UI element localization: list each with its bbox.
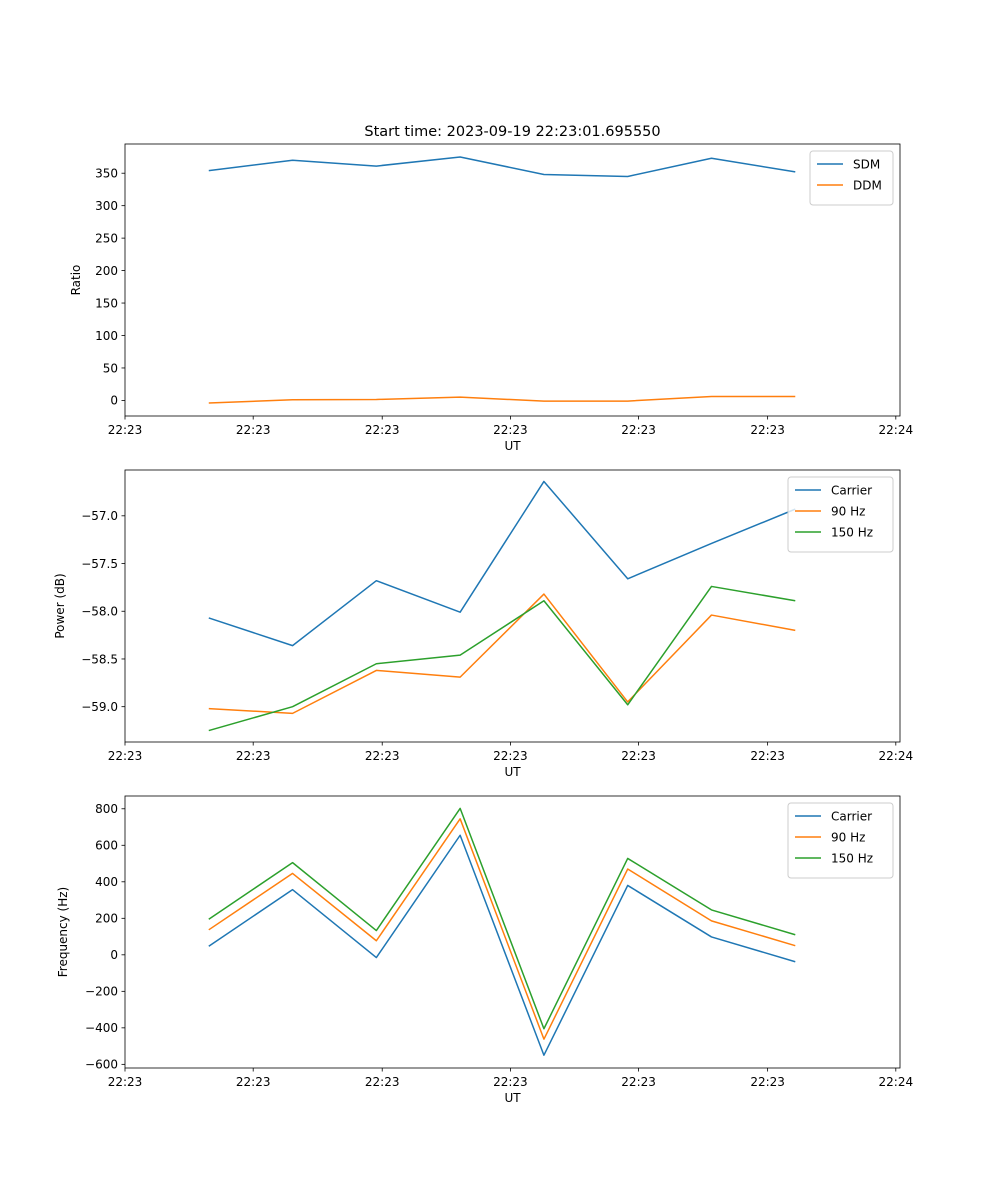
x-tick-label: 22:23 bbox=[236, 1075, 271, 1089]
legend-label: 150 Hz bbox=[831, 852, 873, 866]
y-tick-label: −57.0 bbox=[81, 509, 118, 523]
legend-label: Carrier bbox=[831, 484, 872, 498]
x-tick-label: 22:23 bbox=[365, 423, 400, 437]
y-tick-label: −400 bbox=[85, 1021, 118, 1035]
y-axis-label: Frequency (Hz) bbox=[56, 887, 70, 978]
y-tick-label: −57.5 bbox=[81, 557, 118, 571]
x-tick-label: 22:23 bbox=[493, 423, 528, 437]
y-axis-label: Power (dB) bbox=[53, 573, 67, 638]
y-tick-label: −600 bbox=[85, 1058, 118, 1072]
y-tick-label: 200 bbox=[95, 912, 118, 926]
x-tick-label: 22:23 bbox=[108, 1075, 143, 1089]
series-line-90-hz bbox=[208, 593, 796, 715]
y-tick-label: 300 bbox=[95, 199, 118, 213]
series-line-carrier bbox=[208, 834, 796, 1056]
y-tick-label: 600 bbox=[95, 839, 118, 853]
x-tick-label: 22:23 bbox=[365, 1075, 400, 1089]
y-tick-label: 800 bbox=[95, 802, 118, 816]
legend-label: 90 Hz bbox=[831, 831, 865, 845]
legend-label: 90 Hz bbox=[831, 505, 865, 519]
y-tick-label: 400 bbox=[95, 875, 118, 889]
ratio-panel: 22:23 22:23 22:23 22:23 22:23 22:23 22:24 0 50 10… bbox=[69, 143, 914, 453]
series-line-90-hz bbox=[208, 818, 796, 1040]
x-tick-label: 22:23 bbox=[108, 749, 143, 763]
legend-label: SDM bbox=[853, 158, 880, 172]
plot-frame bbox=[124, 795, 901, 1069]
x-tick-label: 22:23 bbox=[108, 423, 143, 437]
x-tick-label: 22:24 bbox=[879, 1075, 914, 1089]
x-tick-label: 22:23 bbox=[365, 749, 400, 763]
x-axis-label: UT bbox=[504, 765, 521, 779]
y-tick-label: 150 bbox=[95, 296, 118, 310]
legend: Carrier 90 Hz 150 Hz bbox=[787, 476, 894, 553]
power-panel: 22:23 22:23 22:23 22:23 22:23 22:23 22:24 −59.0… bbox=[53, 469, 914, 779]
y-tick-label: −58.0 bbox=[81, 605, 118, 619]
series-line-150-hz bbox=[208, 585, 796, 732]
x-tick-label: 22:23 bbox=[236, 423, 271, 437]
x-axis-label: UT bbox=[504, 1091, 521, 1105]
series-line-sdm bbox=[208, 156, 796, 178]
y-axis-label: Ratio bbox=[69, 265, 83, 296]
y-tick-label: 0 bbox=[110, 948, 118, 962]
series-line-ddm bbox=[208, 395, 796, 404]
plot-frame bbox=[124, 143, 901, 417]
x-tick-label: 22:24 bbox=[879, 423, 914, 437]
legend-box bbox=[787, 476, 894, 553]
x-tick-label: 22:23 bbox=[621, 1075, 656, 1089]
plot-frame bbox=[124, 469, 901, 743]
legend-label: 150 Hz bbox=[831, 526, 873, 540]
x-tick-label: 22:23 bbox=[236, 749, 271, 763]
y-tick-label: 200 bbox=[95, 264, 118, 278]
legend-label: DDM bbox=[853, 179, 882, 193]
x-axis-label: UT bbox=[504, 439, 521, 453]
y-tick-label: 100 bbox=[95, 329, 118, 343]
y-tick-label: −59.0 bbox=[81, 700, 118, 714]
x-tick-label: 22:23 bbox=[493, 1075, 528, 1089]
y-tick-label: 250 bbox=[95, 231, 118, 245]
x-tick-label: 22:23 bbox=[621, 423, 656, 437]
legend: Carrier 90 Hz 150 Hz bbox=[787, 802, 894, 879]
y-tick-label: 0 bbox=[110, 394, 118, 408]
x-tick-label: 22:23 bbox=[750, 423, 785, 437]
frequency-panel: 22:23 22:23 22:23 22:23 22:23 22:23 22:24 −600 −… bbox=[56, 795, 914, 1105]
y-tick-label: −58.5 bbox=[81, 652, 118, 666]
legend: SDM DDM bbox=[809, 150, 894, 206]
x-tick-label: 22:23 bbox=[750, 749, 785, 763]
series-line-150-hz bbox=[208, 807, 796, 1030]
legend-box bbox=[787, 802, 894, 879]
y-tick-label: 50 bbox=[103, 361, 118, 375]
x-tick-label: 22:23 bbox=[493, 749, 528, 763]
legend-label: Carrier bbox=[831, 810, 872, 824]
y-tick-label: 350 bbox=[95, 167, 118, 181]
series-line-carrier bbox=[208, 480, 796, 647]
x-tick-label: 22:23 bbox=[621, 749, 656, 763]
x-tick-label: 22:23 bbox=[750, 1075, 785, 1089]
figure-title: Start time: 2023-09-19 22:23:01.695550 bbox=[364, 124, 660, 140]
x-tick-label: 22:24 bbox=[879, 749, 914, 763]
y-tick-label: −200 bbox=[85, 985, 118, 999]
